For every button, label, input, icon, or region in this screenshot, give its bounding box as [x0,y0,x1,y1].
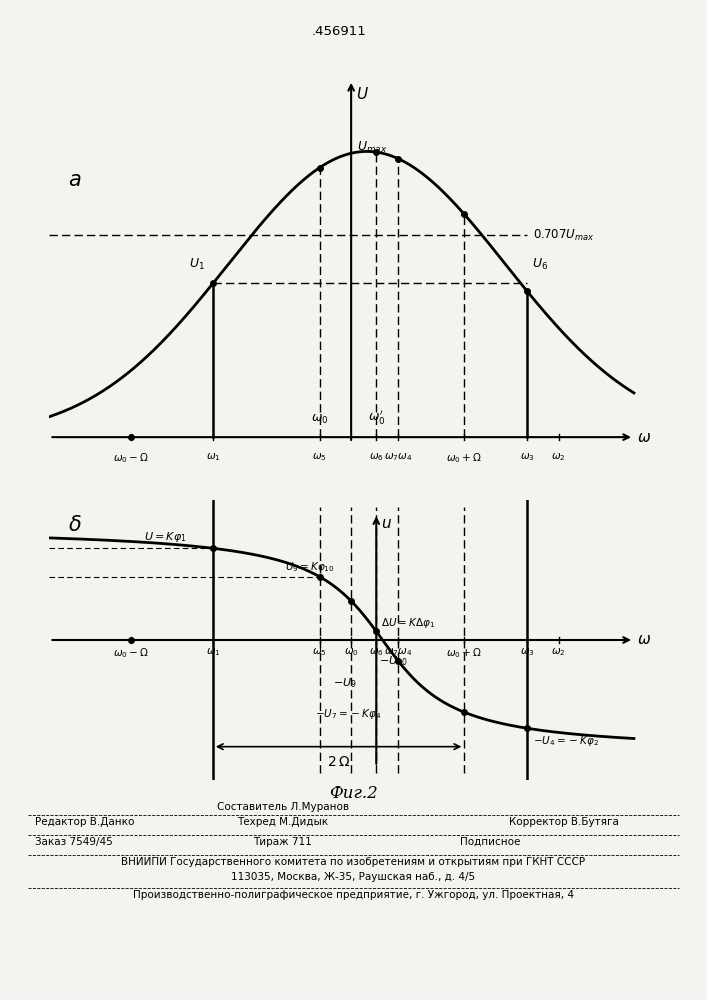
Text: $\omega_0'$: $\omega_0'$ [368,408,385,426]
Text: Заказ 7549/45: Заказ 7549/45 [35,837,113,847]
Text: $\omega_7\omega_4$: $\omega_7\omega_4$ [384,647,412,658]
Text: 113035, Москва, Ж-35, Раушская наб., д. 4/5: 113035, Москва, Ж-35, Раушская наб., д. … [231,872,476,882]
Text: Тираж 711: Тираж 711 [253,837,312,847]
Text: $\omega_6$: $\omega_6$ [369,647,384,658]
Text: $\omega_0$: $\omega_0$ [344,647,358,658]
Text: $\omega_2$: $\omega_2$ [551,451,566,463]
Text: $U_6$: $U_6$ [532,257,549,272]
Text: $-U_9$: $-U_9$ [333,677,357,690]
Text: $2\,\Omega$: $2\,\Omega$ [327,755,350,769]
Text: ВНИИПИ Государственного комитета по изобретениям и открытиям при ГКНТ СССР: ВНИИПИ Государственного комитета по изоб… [122,857,585,867]
Text: $-U_7=-K\varphi_4$: $-U_7=-K\varphi_4$ [315,707,381,721]
Text: $\omega_3$: $\omega_3$ [520,451,534,463]
Text: $-U_{10}$: $-U_{10}$ [379,654,408,668]
Text: $\omega_0-\Omega$: $\omega_0-\Omega$ [113,647,149,660]
Text: $\omega_0+\Omega$: $\omega_0+\Omega$ [446,647,482,660]
Text: $\omega_5$: $\omega_5$ [312,647,327,658]
Text: Техред М.Дидык: Техред М.Дидык [238,817,328,827]
Text: $\omega_0-\Omega$: $\omega_0-\Omega$ [113,451,149,465]
Text: $\delta$: $\delta$ [69,515,82,535]
Text: $\omega_2$: $\omega_2$ [551,647,566,658]
Text: $\omega_1$: $\omega_1$ [206,647,220,658]
Text: $\omega_0+\Omega$: $\omega_0+\Omega$ [446,451,482,465]
Text: $0.707U_{max}$: $0.707U_{max}$ [533,228,595,243]
Text: $\omega_5$: $\omega_5$ [312,451,327,463]
Text: Фиг.2: Фиг.2 [329,785,378,802]
Text: $a$: $a$ [69,171,82,190]
Text: $U_1$: $U_1$ [189,257,205,272]
Text: $U_{max}$: $U_{max}$ [358,140,387,155]
Text: $u$: $u$ [381,516,392,531]
Text: $U=K\varphi_1$: $U=K\varphi_1$ [144,530,187,544]
Text: $\omega_1$: $\omega_1$ [206,451,220,463]
Text: $\Delta U=K\Delta\varphi_1$: $\Delta U=K\Delta\varphi_1$ [381,616,436,630]
Text: Составитель Л.Муранов: Составитель Л.Муранов [217,802,349,812]
Text: Подписное: Подписное [460,837,520,847]
Text: $\omega_0$: $\omega_0$ [311,413,329,426]
Text: Редактор В.Данко: Редактор В.Данко [35,817,135,827]
Text: $-U_4=-K\varphi_2$: $-U_4=-K\varphi_2$ [533,734,600,748]
Text: $\omega$: $\omega$ [637,633,651,648]
Text: $\omega_7\omega_4$: $\omega_7\omega_4$ [384,451,412,463]
Text: .456911: .456911 [312,25,367,38]
Text: Корректор В.Бутяга: Корректор В.Бутяга [509,817,619,827]
Text: Производственно-полиграфическое предприятие, г. Ужгород, ул. Проектная, 4: Производственно-полиграфическое предприя… [133,890,574,900]
Text: $\omega_6$: $\omega_6$ [369,451,384,463]
Text: $U_9=K\varphi_{10}$: $U_9=K\varphi_{10}$ [285,560,335,574]
Text: $\omega$: $\omega$ [637,430,651,445]
Text: $U$: $U$ [356,86,368,102]
Text: $\omega_3$: $\omega_3$ [520,647,534,658]
